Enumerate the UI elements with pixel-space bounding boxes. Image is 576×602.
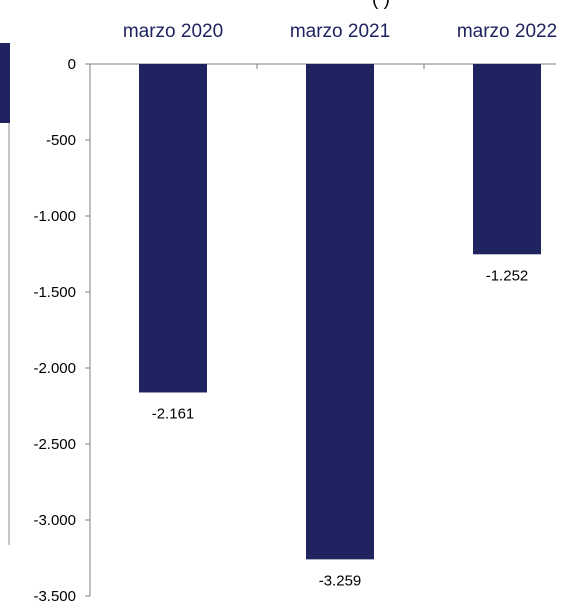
y-tick-label: -3.000: [33, 512, 76, 529]
bar-marzo-2022: [473, 64, 541, 255]
category-label: marzo 2020: [123, 21, 223, 42]
data-label: -3.259: [319, 572, 362, 589]
y-tick-label: 0: [68, 56, 76, 73]
left-edge-fragment: [0, 43, 10, 545]
y-tick-label: -2.500: [33, 436, 76, 453]
edge-block: [0, 43, 10, 123]
bar-marzo-2020: [139, 64, 207, 393]
y-tick-label: -500: [46, 132, 76, 149]
category-label: marzo 2021: [290, 21, 390, 42]
y-tick-label: -2.000: [33, 360, 76, 377]
data-label: -2.161: [152, 405, 195, 422]
category-label: marzo 2022: [457, 21, 557, 42]
bars: [139, 64, 541, 560]
data-label: -1.252: [486, 267, 529, 284]
chart-title-fragment: ( ): [372, 0, 390, 10]
labels: marzo 2020 -2.161 marzo 2021 -3.259 marzo 20…: [123, 21, 557, 589]
y-tick-label: -3.500: [33, 588, 76, 602]
y-tick-label: -1.000: [33, 208, 76, 225]
y-tick-label: -1.500: [33, 284, 76, 301]
y-axis: 0 -500 -1.000 -1.500 -2.000 -2.500 -3.000 -3.50…: [33, 56, 556, 602]
bar-marzo-2021: [306, 64, 374, 560]
